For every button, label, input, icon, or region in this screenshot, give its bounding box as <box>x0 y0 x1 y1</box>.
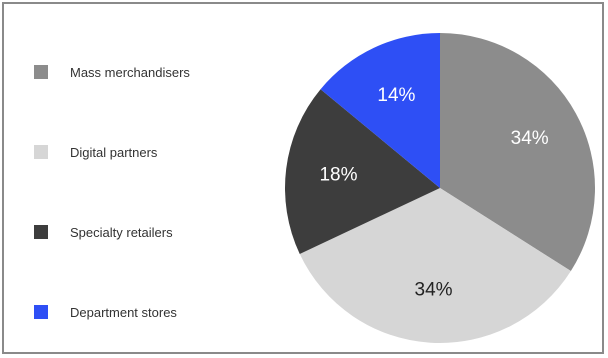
slice-label-department-stores: 14% <box>377 85 415 106</box>
pie-slice-mass-merchandisers <box>440 33 596 272</box>
slice-label-mass-merchandisers: 34% <box>511 128 549 149</box>
pie-slice-specialty-retailers <box>285 89 440 254</box>
legend-item-digital-partners: Digital partners <box>34 142 157 162</box>
legend-swatch-specialty-retailers <box>34 225 48 239</box>
legend-swatch-mass-merchandisers <box>34 65 48 79</box>
legend-label: Specialty retailers <box>70 224 173 240</box>
slice-label-specialty-retailers: 18% <box>319 165 357 186</box>
legend: Mass merchandisers Digital partners Spec… <box>34 4 274 356</box>
chart-frame: Mass merchandisers Digital partners Spec… <box>2 2 604 354</box>
legend-label: Mass merchandisers <box>70 64 190 80</box>
pie-slice-digital-partners <box>299 188 571 344</box>
legend-item-specialty-retailers: Specialty retailers <box>34 222 173 242</box>
legend-item-department-stores: Department stores <box>34 302 177 322</box>
legend-label: Department stores <box>70 304 177 320</box>
pie-slice-department-stores <box>320 33 440 188</box>
legend-swatch-digital-partners <box>34 145 48 159</box>
legend-swatch-department-stores <box>34 305 48 319</box>
legend-item-mass-merchandisers: Mass merchandisers <box>34 62 190 82</box>
legend-label: Digital partners <box>70 144 158 160</box>
slice-label-digital-partners: 34% <box>415 280 453 301</box>
pie-chart: 34% 34% 18% 14% <box>285 33 596 344</box>
